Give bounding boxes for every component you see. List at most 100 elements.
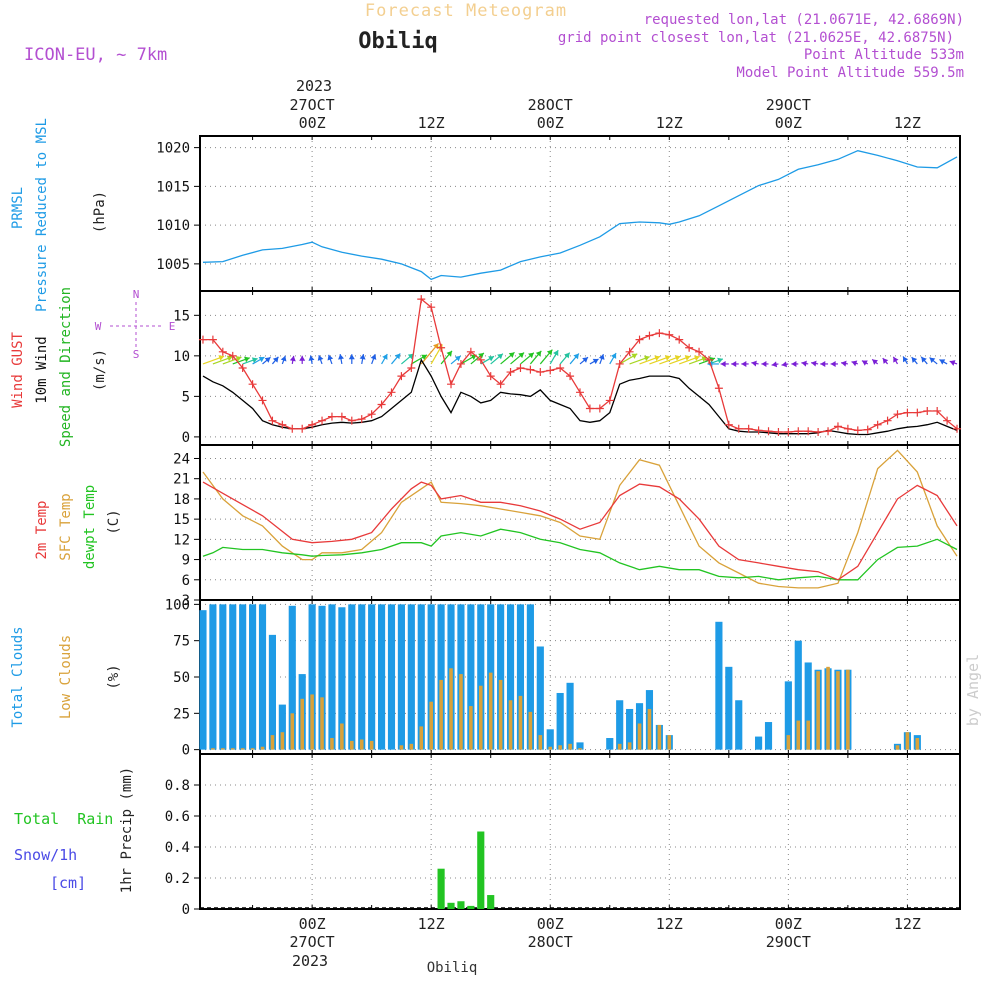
precip-snow-label: Snow/1h — [14, 846, 77, 864]
total-cloud-bar — [249, 604, 257, 750]
low-cloud-bar — [469, 706, 473, 750]
y-tick-label: 18 — [173, 492, 190, 508]
y-tick-label: 0 — [182, 743, 190, 759]
y-tick-label: 3 — [182, 593, 190, 609]
low-cloud-bar — [488, 672, 493, 750]
wind-arrow-head — [394, 353, 401, 360]
y-tick-label: 0 — [182, 902, 190, 918]
wind-arrow-head — [348, 354, 355, 360]
wind-gust-marker — [417, 295, 426, 304]
wind-gust-label: Wind GUST — [10, 332, 26, 408]
total-cloud-bar — [219, 604, 227, 750]
wind-arrow-head — [454, 355, 461, 362]
wind-gust-marker — [784, 428, 793, 437]
wind-arrow-head — [741, 360, 747, 367]
low-cloud-bar — [836, 671, 840, 750]
total-cloud-bar — [407, 604, 415, 750]
wind-dir-label: Speed and Direction — [58, 287, 74, 447]
top-date-label: 27OCT — [290, 96, 335, 114]
top-date-label: 29OCT — [766, 96, 811, 114]
precip-rain-label: Total Rain — [14, 810, 113, 828]
model-label: ICON-EU, ~ 7km — [24, 45, 167, 65]
compass-rose: N W E S — [95, 288, 176, 361]
total-cloud-bar — [526, 604, 534, 750]
total-cloud-bar — [497, 604, 505, 750]
wind-arrow-head — [598, 354, 605, 360]
wind-arrow-head — [280, 355, 287, 362]
total-cloud-bar — [764, 722, 773, 750]
rain-bar — [477, 831, 485, 909]
wind-gust-marker — [387, 388, 396, 397]
y-tick-label: 0.4 — [165, 840, 190, 856]
wind-arrow-head — [488, 356, 494, 362]
wind-gust-marker — [308, 420, 317, 429]
low-cloud-bar — [330, 738, 334, 750]
wind-arrow-head — [264, 357, 271, 363]
wind-arrow-head — [631, 353, 638, 359]
pressure-panel: 1005 1010 1015 1020 — [156, 135, 961, 292]
low-cloud-bar — [240, 748, 245, 750]
low-cloud-bar — [558, 745, 562, 750]
meteogram-title: Forecast Meteogram — [365, 1, 567, 21]
low-cloud-bar — [250, 748, 255, 750]
wind-arrow-head — [251, 357, 258, 364]
total-cloud-bar — [348, 604, 356, 750]
y-tick-label: 15 — [173, 512, 190, 528]
wind-gust-marker — [357, 415, 366, 424]
wind-gust-marker — [764, 427, 773, 436]
wind-labels: Wind GUST 10m Wind Speed and Direction (… — [10, 287, 175, 447]
pressure-label-prmsl: PRMSL — [10, 187, 26, 229]
wind-gust-marker — [447, 380, 456, 389]
y-tick-label: 6 — [182, 573, 190, 589]
wind-gust-marker — [814, 428, 823, 437]
bottom-date-label: 28OCT — [528, 933, 573, 951]
total-cloud-bar — [209, 604, 217, 750]
total-cloud-bar — [288, 605, 296, 750]
wind-gust-marker — [605, 396, 614, 405]
wind-arrow-head — [664, 355, 671, 361]
wind-arrow-head — [338, 354, 344, 360]
wind-arrow-head — [761, 360, 767, 367]
rain-bar — [467, 905, 475, 909]
wind-gust-marker — [198, 335, 207, 344]
total-cloud-bar — [606, 738, 614, 750]
rain-bar — [447, 902, 455, 909]
wind-arrow-head — [582, 357, 588, 363]
wind-gust-marker — [298, 424, 307, 433]
precip-unit: 1hr Precip (mm) — [119, 767, 135, 893]
total-cloud-bar — [199, 610, 207, 750]
temp-2m-label: 2m Temp — [34, 500, 50, 559]
low-cloud-bar — [290, 713, 295, 750]
low-cloud-bar — [667, 735, 672, 750]
wind-arrow-head — [421, 354, 428, 360]
wind-gust-marker — [218, 347, 227, 356]
low-cloud-bar — [300, 698, 304, 750]
wind-arrow-head — [553, 350, 559, 357]
wind-gust-marker — [714, 384, 723, 393]
wind-arrow-head — [820, 360, 826, 367]
wind-gust-marker — [675, 335, 684, 344]
total-cloud-bar — [516, 604, 525, 750]
wind-gust-marker — [734, 424, 743, 433]
wind-gust-marker — [566, 372, 575, 381]
top-hour-label: 00Z — [299, 114, 326, 132]
wind-gust-marker — [635, 335, 644, 344]
total-cloud-bar — [308, 604, 316, 750]
total-cloud-bar — [417, 604, 425, 750]
wind-gust-marker — [873, 420, 882, 429]
point-altitude: Point Altitude 533m — [804, 47, 964, 63]
temp-sfc-label: SFC Temp — [58, 493, 74, 560]
low-cloud-bar — [429, 701, 433, 750]
low-cloud-bar — [617, 743, 622, 750]
top-hour-label: 00Z — [537, 114, 564, 132]
y-tick-label: 75 — [173, 634, 190, 650]
y-tick-label: 1005 — [156, 257, 190, 273]
wind-gust-marker — [893, 410, 902, 419]
wind-gust-marker — [318, 416, 327, 425]
requested-coords: requested lon,lat (21.0671E, 42.6869N) — [644, 12, 964, 28]
low-cloud-bar — [816, 671, 820, 750]
top-hour-label: 12Z — [418, 114, 445, 132]
compass-w: W — [95, 320, 102, 333]
wind-arrow-head — [226, 355, 233, 362]
temp-dewpt-label: dewpt Temp — [82, 485, 98, 569]
